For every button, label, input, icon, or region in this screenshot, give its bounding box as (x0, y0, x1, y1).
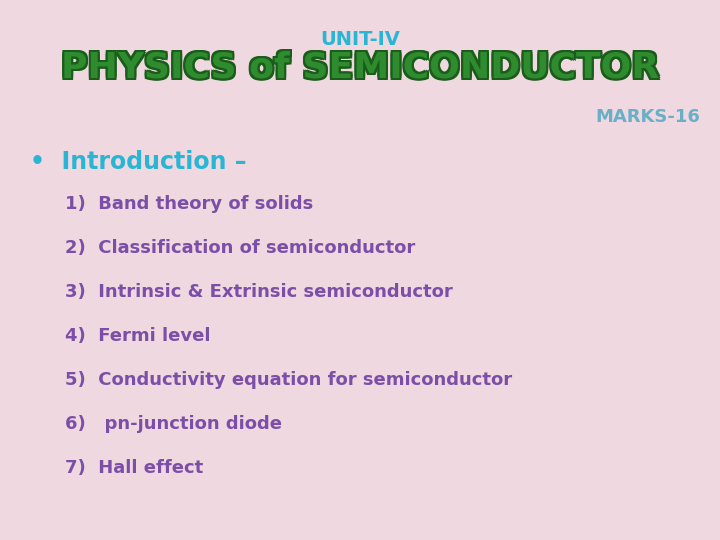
Text: 3)  Intrinsic & Extrinsic semiconductor: 3) Intrinsic & Extrinsic semiconductor (65, 283, 453, 301)
Text: 5)  Conductivity equation for semiconductor: 5) Conductivity equation for semiconduct… (65, 371, 512, 389)
Text: PHYSICS of SEMICONDUCTOR: PHYSICS of SEMICONDUCTOR (59, 50, 657, 84)
Text: PHYSICS of SEMICONDUCTOR: PHYSICS of SEMICONDUCTOR (61, 48, 659, 82)
Text: 6)   pn-junction diode: 6) pn-junction diode (65, 415, 282, 433)
Text: PHYSICS of SEMICONDUCTOR: PHYSICS of SEMICONDUCTOR (63, 48, 661, 82)
Text: 2)  Classification of semiconductor: 2) Classification of semiconductor (65, 239, 415, 257)
Text: 4)  Fermi level: 4) Fermi level (65, 327, 210, 345)
Text: 7)  Hall effect: 7) Hall effect (65, 459, 203, 477)
Text: PHYSICS of SEMICONDUCTOR: PHYSICS of SEMICONDUCTOR (63, 50, 661, 84)
Text: •  Introduction –: • Introduction – (30, 150, 246, 174)
Text: PHYSICS of SEMICONDUCTOR: PHYSICS of SEMICONDUCTOR (59, 52, 657, 86)
Text: MARKS-16: MARKS-16 (595, 108, 700, 126)
Text: UNIT-IV: UNIT-IV (320, 30, 400, 49)
Text: PHYSICS of SEMICONDUCTOR: PHYSICS of SEMICONDUCTOR (63, 52, 661, 86)
Text: PHYSICS of SEMICONDUCTOR: PHYSICS of SEMICONDUCTOR (61, 50, 659, 84)
Text: 1)  Band theory of solids: 1) Band theory of solids (65, 195, 313, 213)
Text: PHYSICS of SEMICONDUCTOR: PHYSICS of SEMICONDUCTOR (59, 48, 657, 82)
Text: PHYSICS of SEMICONDUCTOR: PHYSICS of SEMICONDUCTOR (61, 52, 659, 86)
